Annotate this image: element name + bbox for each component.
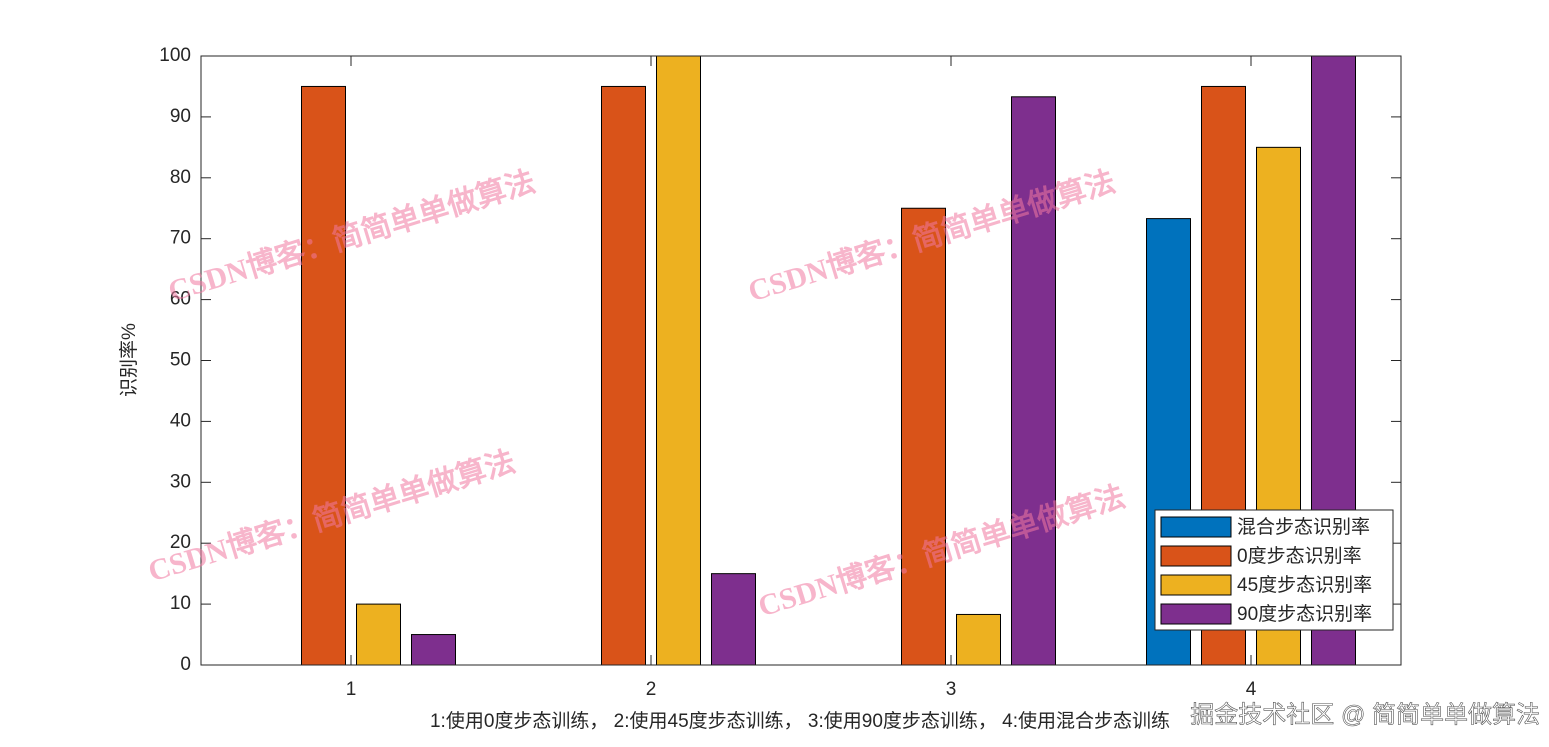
bar xyxy=(656,55,701,666)
bar xyxy=(1011,96,1056,666)
legend-label: 45度步态识别率 xyxy=(1237,574,1372,596)
legend-label: 0度步态识别率 xyxy=(1237,545,1362,567)
legend-swatch xyxy=(1160,574,1232,596)
x-tick-label: 4 xyxy=(1246,679,1257,700)
x-tick-label: 1 xyxy=(346,679,357,700)
y-tick-label: 10 xyxy=(170,593,191,614)
y-axis-label: 识别率% xyxy=(118,323,140,397)
y-tick-label: 30 xyxy=(170,471,191,492)
y-tick-label: 60 xyxy=(170,289,191,310)
bar xyxy=(301,85,346,666)
footer-watermark: 掘金技术社区 @ 简简单单做算法 xyxy=(1190,701,1540,728)
y-tick-label: 40 xyxy=(170,410,191,431)
legend-swatch xyxy=(1160,545,1232,567)
legend-swatch xyxy=(1160,516,1232,538)
y-tick-label: 90 xyxy=(170,106,191,127)
bar xyxy=(356,603,401,666)
y-tick-label: 80 xyxy=(170,167,191,188)
bar xyxy=(711,573,756,666)
bar xyxy=(601,85,646,666)
bar xyxy=(956,613,1001,666)
axes-box xyxy=(200,55,1402,666)
y-tick-label: 20 xyxy=(170,532,191,553)
y-tick-label: 70 xyxy=(170,228,191,249)
legend-label: 混合步态识别率 xyxy=(1237,516,1370,538)
bar xyxy=(411,634,456,666)
x-axis-label: 1:使用0度步态训练， 2:使用45度步态训练， 3:使用90度步态训练， 4:… xyxy=(430,710,1170,732)
x-tick-label: 2 xyxy=(646,679,657,700)
legend-label: 90度步态识别率 xyxy=(1237,603,1372,625)
bar xyxy=(901,207,946,666)
x-tick-label: 3 xyxy=(946,679,957,700)
y-tick-label: 50 xyxy=(170,350,191,371)
y-tick-label: 100 xyxy=(159,45,191,66)
y-tick-label: 0 xyxy=(180,654,191,675)
legend-swatch xyxy=(1160,603,1232,625)
